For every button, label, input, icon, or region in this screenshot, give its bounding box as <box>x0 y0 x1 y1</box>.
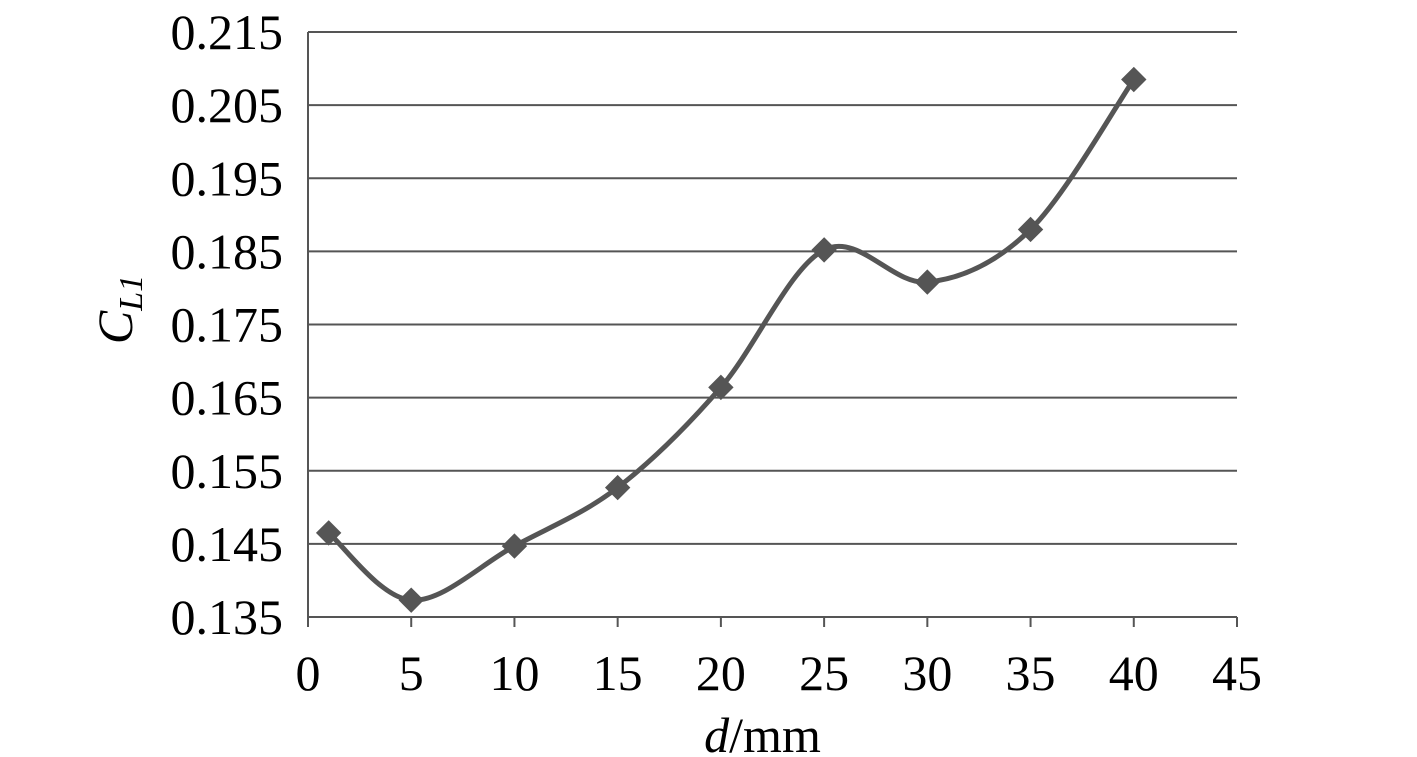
data-point-marker <box>1121 66 1147 93</box>
y-tick-label: 0.155 <box>171 443 284 499</box>
x-axis-title: d/mm <box>704 707 821 757</box>
x-tick-labels: 0 5 10 15 20 25 30 35 40 45 <box>296 617 1262 701</box>
series-line <box>326 78 1136 603</box>
data-point-marker <box>501 533 528 559</box>
x-tick-label: 40 <box>1109 645 1159 701</box>
y-tick-label: 0.205 <box>171 77 284 133</box>
data-point-marker <box>914 269 941 295</box>
y-tick-label: 0.175 <box>171 297 284 353</box>
x-axis-title-variable: d <box>704 707 730 757</box>
x-tick-label: 15 <box>593 645 643 701</box>
x-axis-title-unit: /mm <box>729 707 821 757</box>
data-point-marker <box>708 374 734 401</box>
data-point-marker <box>604 474 631 501</box>
axes <box>307 32 1237 618</box>
data-point-marker <box>315 520 342 546</box>
data-point-marker <box>1017 216 1044 243</box>
y-axis-title-main: C <box>87 310 143 344</box>
y-tick-label: 0.185 <box>171 223 284 279</box>
x-tick-label: 25 <box>799 645 849 701</box>
y-tick-label: 0.135 <box>171 589 284 645</box>
x-tick-label: 5 <box>399 645 424 701</box>
y-tick-label: 0.195 <box>171 150 284 206</box>
y-tick-label: 0.145 <box>171 516 284 572</box>
y-tick-labels: 0.215 0.205 0.195 0.185 0.175 0.165 0.155 0.145… <box>171 4 284 645</box>
x-tick-label: 45 <box>1212 645 1262 701</box>
x-tick-label: 30 <box>902 645 952 701</box>
x-tick-label: 10 <box>489 645 539 701</box>
x-tick-label: 20 <box>696 645 746 701</box>
y-axis-title: CL1 <box>87 275 150 344</box>
y-axis-title-subscript: L1 <box>113 275 150 312</box>
y-tick-label: 0.165 <box>171 370 284 426</box>
series <box>315 66 1147 613</box>
gridlines <box>308 31 1237 618</box>
data-point-marker <box>398 587 424 613</box>
y-tick-label: 0.215 <box>171 4 284 60</box>
data-point-marker <box>811 237 837 263</box>
x-tick-label: 35 <box>1006 645 1056 701</box>
x-tick-label: 0 <box>296 645 321 701</box>
